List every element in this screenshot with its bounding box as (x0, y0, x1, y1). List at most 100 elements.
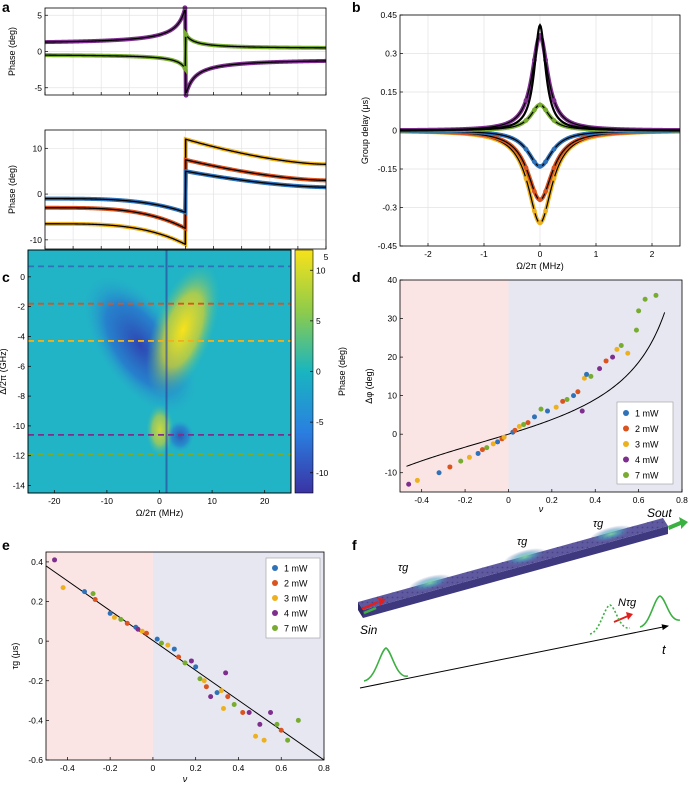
legend: 1 mW 2 mW 3 mW 4 mW 7 mW (616, 401, 674, 485)
y-tick-label: 5 (37, 10, 42, 20)
colorbar-label: Phase (deg) (337, 347, 347, 396)
chart-d-scatter: -0.4 -0.2 0 0.2 0.4 0.6 0.8 -10 0 10 20 30 40 ν Δφ (de… (364, 275, 688, 514)
legend-label: 4 mW (635, 455, 659, 465)
pulse-spot-right (589, 525, 633, 543)
delay-arrow (613, 615, 629, 623)
colorbar-tick-label: 5 (316, 316, 321, 326)
x-tick-label: 0.8 (318, 763, 330, 773)
legend-marker (272, 565, 278, 571)
x-axis-label: Ω/2π (MHz) (516, 261, 563, 271)
y-tick-label: 20 (388, 352, 398, 362)
data-point (52, 557, 58, 563)
x-tick-label: 0.8 (676, 495, 688, 505)
y-tick-label: 0.4 (31, 557, 43, 567)
x-tick-label: 2 (650, 249, 655, 259)
data-point (479, 447, 485, 453)
x-tick-label: 5 (324, 252, 329, 262)
data-point (490, 441, 496, 447)
series-point-green (183, 32, 189, 37)
data-point (118, 616, 124, 622)
series-line-black (400, 23, 680, 132)
data-point (111, 614, 117, 620)
data-point (633, 327, 639, 333)
data-point (268, 709, 274, 715)
y-tick-label: -12 (13, 451, 26, 461)
data-point (545, 408, 551, 414)
x-tick-label: 0.6 (633, 495, 645, 505)
x-tick-label: 0 (538, 249, 543, 259)
x-tick-label: 0.6 (275, 763, 287, 773)
y-tick-label: -0.2 (28, 676, 43, 686)
y-tick-label: 10 (388, 391, 398, 401)
data-point (579, 408, 585, 414)
panel-label-f: f (352, 537, 357, 553)
x-tick-label: 0.4 (589, 495, 601, 505)
data-point (597, 366, 603, 372)
data-point (512, 427, 518, 433)
y-tick-label: -8 (17, 391, 25, 401)
x-tick-label: 10 (207, 496, 217, 506)
x-tick-label: 0 (506, 495, 511, 505)
time-axis-label: t (662, 642, 667, 657)
data-point (231, 702, 237, 708)
x-tick-label: 20 (260, 496, 270, 506)
data-point (124, 620, 130, 626)
legend-marker (623, 472, 629, 478)
colorbar-tick-label: 10 (316, 265, 326, 275)
x-tick-label: 0.2 (190, 763, 202, 773)
legend-marker (272, 625, 278, 631)
x-tick-label: -2 (424, 249, 432, 259)
data-point (501, 434, 507, 440)
fit-curve (406, 312, 666, 467)
data-point-purple (523, 98, 529, 103)
data-point (516, 423, 522, 429)
region-0 (46, 552, 153, 760)
y-tick-label: -0.45 (378, 241, 398, 251)
legend-marker (272, 580, 278, 586)
legend-label: 7 mW (284, 624, 308, 634)
data-point-yellow (543, 208, 548, 214)
y-tick-label: -14 (13, 481, 26, 491)
data-point (214, 690, 220, 696)
legend-marker (272, 595, 278, 601)
x-tick-label: 0 (151, 763, 156, 773)
data-point (165, 642, 171, 648)
heatmap-lower-negative (166, 420, 194, 452)
panel-label-a: a (2, 0, 10, 15)
legend-marker (623, 441, 629, 447)
x-axis-label: Ω/2π (MHz) (136, 508, 183, 518)
data-point (653, 292, 659, 298)
waveguide-end (358, 602, 363, 618)
heatmap-positive-lobe (146, 263, 220, 397)
legend-label: 7 mW (635, 471, 659, 481)
label-s-in: Sin (360, 623, 378, 637)
data-point-orange (523, 165, 529, 171)
output-pulse (639, 595, 681, 628)
data-point (636, 308, 642, 314)
data-point (571, 393, 577, 399)
data-point (575, 389, 581, 395)
y-tick-label: 0.45 (380, 10, 397, 20)
data-point (182, 660, 188, 666)
legend-marker (272, 610, 278, 616)
data-point (144, 630, 150, 636)
x-tick-label: -0.2 (458, 495, 473, 505)
data-point (484, 445, 490, 451)
y-axis-label: Group delay (μs) (360, 97, 370, 164)
data-point (564, 396, 570, 402)
y-tick-label: 0 (20, 272, 25, 282)
legend-label: 2 mW (635, 424, 659, 434)
y-tick-label: -2 (17, 302, 25, 312)
panel-label-d: d (352, 269, 361, 285)
y-tick-label: -0.3 (382, 203, 397, 213)
data-point (158, 640, 164, 646)
data-point (171, 646, 177, 652)
data-point-green (543, 107, 548, 113)
label-n-tau: Nτg (618, 597, 637, 609)
data-point (246, 709, 252, 715)
data-point-blue (551, 146, 557, 152)
data-point-blue (523, 146, 529, 152)
y-axis-label: Δφ (deg) (364, 368, 374, 403)
data-point (414, 477, 420, 483)
data-point (588, 373, 594, 379)
